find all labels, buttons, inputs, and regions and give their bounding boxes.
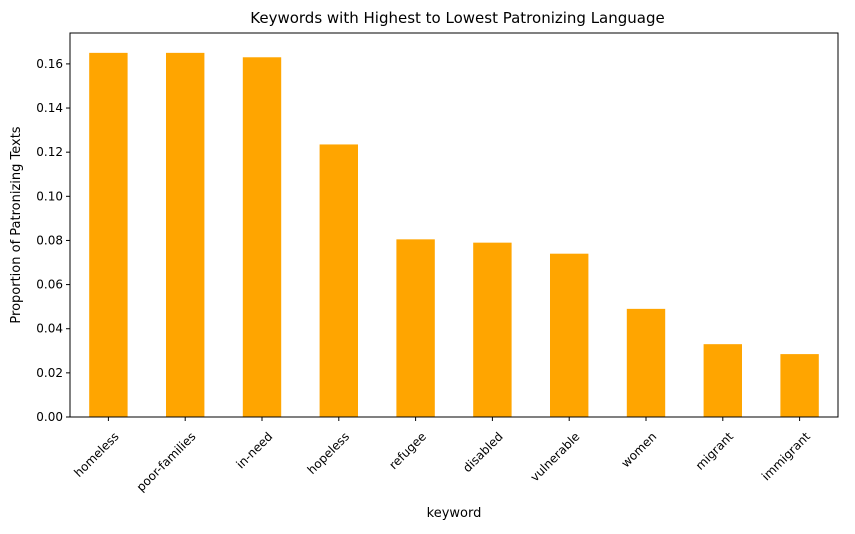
x-tick-label: homeless <box>71 429 121 479</box>
x-axis: homeless poor-families in-need hopeless refu… <box>71 417 813 494</box>
bar-homeless <box>89 52 128 418</box>
y-axis-label: Proportion of Patronizing Texts <box>9 126 24 323</box>
bar-in-need <box>242 57 282 417</box>
bar-disabled <box>473 242 512 417</box>
bar-hopeless <box>319 144 358 417</box>
x-tick-label: disabled <box>460 429 506 475</box>
y-tick-label: 0.12 <box>36 145 63 159</box>
y-axis: 0.00 0.02 0.04 0.06 0.08 0.10 0.12 0.14 0.16 <box>36 57 70 424</box>
x-tick-label: hopeless <box>305 429 352 476</box>
bar-refugee <box>396 239 435 417</box>
x-tick-label: poor-families <box>134 429 199 494</box>
bar-poor-families <box>166 52 205 418</box>
x-axis-label: keyword <box>427 506 482 521</box>
x-tick-label: migrant <box>693 429 737 473</box>
bar-women <box>626 308 666 417</box>
x-tick-label: women <box>618 429 659 470</box>
bar-migrant <box>703 344 742 417</box>
y-tick-label: 0.04 <box>36 322 63 336</box>
y-tick-label: 0.06 <box>36 278 63 292</box>
bars-layer <box>89 52 819 418</box>
x-tick-label: vulnerable <box>528 429 583 484</box>
y-tick-label: 0.08 <box>36 233 63 247</box>
x-tick-label: refugee <box>386 429 429 472</box>
y-tick-label: 0.02 <box>36 366 63 380</box>
chart-title: Keywords with Highest to Lowest Patroniz… <box>250 9 664 27</box>
bar-immigrant <box>780 354 819 417</box>
y-tick-label: 0.10 <box>36 189 63 203</box>
bar-vulnerable <box>550 253 589 417</box>
y-tick-label: 0.16 <box>36 57 63 71</box>
x-tick-label: in-need <box>233 429 275 471</box>
x-tick-label: immigrant <box>759 429 813 483</box>
y-tick-label: 0.14 <box>36 101 63 115</box>
y-tick-label: 0.00 <box>36 410 63 424</box>
plot-frame <box>69 32 839 418</box>
